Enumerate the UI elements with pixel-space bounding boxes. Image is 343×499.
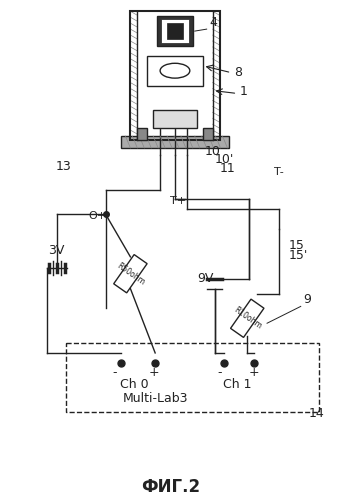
Text: 14: 14 bbox=[309, 407, 324, 420]
Text: -: - bbox=[113, 366, 117, 379]
Bar bbox=[230, 299, 264, 337]
Text: 15': 15' bbox=[289, 249, 308, 262]
Text: 10: 10 bbox=[205, 145, 221, 158]
Text: Multi-Lab3: Multi-Lab3 bbox=[122, 392, 188, 406]
Polygon shape bbox=[153, 110, 197, 128]
Bar bbox=[114, 254, 147, 293]
Text: Ch 0: Ch 0 bbox=[119, 378, 148, 391]
Text: 10': 10' bbox=[215, 153, 234, 166]
Text: Ch 1: Ch 1 bbox=[224, 378, 252, 391]
Text: R10ohm: R10ohm bbox=[232, 305, 263, 331]
Text: 11: 11 bbox=[220, 162, 235, 175]
Text: 15: 15 bbox=[289, 239, 305, 252]
Text: 4: 4 bbox=[210, 16, 217, 29]
Text: T-: T- bbox=[274, 167, 284, 177]
Polygon shape bbox=[161, 19, 189, 43]
Text: +: + bbox=[248, 366, 259, 379]
Text: 13: 13 bbox=[56, 160, 72, 173]
Text: T+: T+ bbox=[170, 197, 186, 207]
Text: O+: O+ bbox=[89, 211, 107, 221]
Polygon shape bbox=[120, 136, 229, 148]
Polygon shape bbox=[167, 23, 183, 39]
Polygon shape bbox=[203, 128, 213, 140]
Text: 1: 1 bbox=[239, 85, 247, 98]
Text: R50ohm: R50ohm bbox=[115, 261, 146, 286]
Polygon shape bbox=[157, 16, 193, 46]
Text: 9: 9 bbox=[304, 293, 311, 306]
Text: +: + bbox=[148, 366, 159, 379]
Polygon shape bbox=[137, 128, 147, 140]
Text: 9V: 9V bbox=[198, 271, 214, 284]
Text: -: - bbox=[217, 366, 222, 379]
Text: ФИГ.2: ФИГ.2 bbox=[141, 478, 201, 496]
Text: 8: 8 bbox=[234, 66, 243, 79]
Text: 3V: 3V bbox=[48, 244, 64, 257]
